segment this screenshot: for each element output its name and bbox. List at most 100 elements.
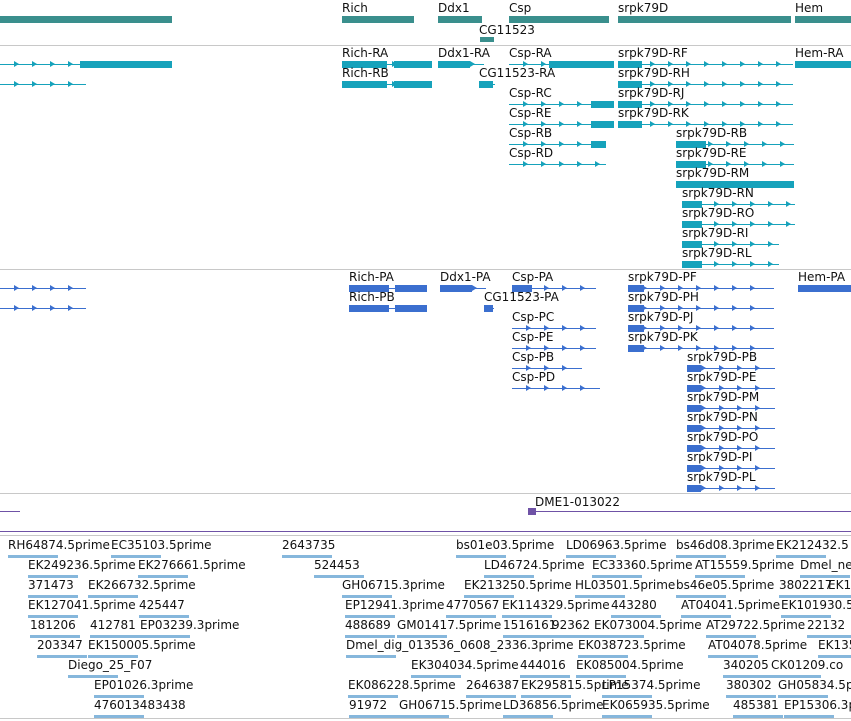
- protein-label[interactable]: Csp-PD: [512, 370, 556, 384]
- est-label[interactable]: EK213250.5prime: [464, 578, 572, 592]
- protein-model[interactable]: [484, 305, 494, 312]
- transcript-model[interactable]: [509, 101, 614, 108]
- protein-model[interactable]: [0, 285, 86, 292]
- protein-label[interactable]: Csp-PA: [512, 270, 554, 284]
- est-label[interactable]: 340205: [723, 658, 769, 672]
- est-label[interactable]: EK073004.5prime: [594, 618, 702, 632]
- est-bar[interactable]: [345, 615, 395, 618]
- est-label[interactable]: EP01026.3prime: [94, 678, 194, 692]
- est-bar[interactable]: [111, 555, 161, 558]
- protein-model[interactable]: [687, 485, 775, 492]
- protein-label[interactable]: srpk79D-PO: [687, 430, 759, 444]
- transcript-model[interactable]: [682, 261, 779, 268]
- est-bar[interactable]: [776, 555, 826, 558]
- transcript-label[interactable]: srpk79D-RN: [682, 186, 754, 200]
- protein-model[interactable]: [440, 285, 486, 292]
- protein-model[interactable]: [349, 305, 427, 312]
- est-bar[interactable]: [552, 635, 602, 638]
- transcript-label[interactable]: CG11523-RA: [479, 66, 556, 80]
- est-bar[interactable]: [784, 715, 834, 718]
- protein-model[interactable]: [512, 285, 596, 292]
- est-label[interactable]: 371473: [28, 578, 74, 592]
- protein-label[interactable]: srpk79D-PK: [628, 330, 698, 344]
- est-label[interactable]: EK295815.5prime: [521, 678, 629, 692]
- est-bar[interactable]: [781, 615, 831, 618]
- est-bar[interactable]: [446, 615, 496, 618]
- transcript-label[interactable]: Csp-RD: [509, 146, 554, 160]
- est-label[interactable]: 488689: [345, 618, 391, 632]
- protein-model[interactable]: [687, 445, 775, 452]
- est-bar[interactable]: [68, 675, 118, 678]
- protein-label[interactable]: Hem-PA: [798, 270, 846, 284]
- est-bar[interactable]: [399, 715, 449, 718]
- transcript-label[interactable]: srpk79D-RL: [682, 246, 752, 260]
- est-label[interactable]: EK127041.5prime: [28, 598, 136, 612]
- protein-label[interactable]: CG11523-PA: [484, 290, 559, 304]
- est-label[interactable]: HL03501.5prime: [575, 578, 676, 592]
- transcript-model[interactable]: [509, 121, 614, 128]
- protein-model[interactable]: [798, 285, 851, 292]
- protein-label[interactable]: Csp-PE: [512, 330, 554, 344]
- gene-bar[interactable]: [342, 16, 414, 23]
- gene-label[interactable]: Csp: [509, 1, 532, 15]
- est-bar[interactable]: [314, 575, 364, 578]
- transcript-model[interactable]: [682, 221, 795, 228]
- est-label[interactable]: EC33360.5prime: [592, 558, 693, 572]
- est-label[interactable]: EK276661.5prime: [138, 558, 246, 572]
- transcript-label[interactable]: srpk79D-RH: [618, 66, 690, 80]
- gene-bar[interactable]: [795, 16, 851, 23]
- repeat-line[interactable]: [0, 531, 851, 532]
- est-label[interactable]: 524453: [314, 558, 360, 572]
- transcript-model[interactable]: [342, 61, 432, 68]
- est-bar[interactable]: [726, 695, 776, 698]
- est-bar[interactable]: [592, 575, 642, 578]
- est-bar[interactable]: [138, 575, 188, 578]
- protein-label[interactable]: srpk79D-PM: [687, 390, 760, 404]
- est-bar[interactable]: [345, 635, 395, 638]
- est-bar[interactable]: [771, 675, 821, 678]
- est-label[interactable]: GH05834.5p: [778, 678, 851, 692]
- transcript-label[interactable]: Csp-RA: [509, 46, 552, 60]
- est-label[interactable]: GH06715.5prime: [399, 698, 502, 712]
- est-label[interactable]: Dmel_dig_013536_0608_2336.3prime: [346, 638, 574, 652]
- protein-model[interactable]: [687, 405, 775, 412]
- gene-bar[interactable]: [0, 16, 172, 23]
- est-bar[interactable]: [397, 635, 447, 638]
- transcript-model[interactable]: [618, 101, 793, 108]
- est-bar[interactable]: [575, 595, 625, 598]
- est-bar[interactable]: [88, 595, 138, 598]
- est-bar[interactable]: [576, 675, 626, 678]
- protein-model[interactable]: [512, 385, 600, 392]
- protein-model[interactable]: [628, 325, 774, 332]
- est-bar[interactable]: [676, 595, 726, 598]
- est-label[interactable]: EK065935.5prime: [602, 698, 710, 712]
- protein-model[interactable]: [349, 285, 427, 292]
- protein-model[interactable]: [687, 425, 775, 432]
- est-label[interactable]: EK304034.5prime: [411, 658, 519, 672]
- transcript-label[interactable]: Ddx1-RA: [438, 46, 490, 60]
- est-bar[interactable]: [681, 615, 731, 618]
- est-bar[interactable]: [139, 615, 189, 618]
- gene-bar[interactable]: [618, 16, 791, 23]
- est-bar[interactable]: [828, 595, 851, 598]
- est-label[interactable]: AT15559.5prime: [695, 558, 795, 572]
- protein-model[interactable]: [687, 385, 775, 392]
- est-label[interactable]: CK01209.co: [771, 658, 844, 672]
- est-label[interactable]: 3802217: [779, 578, 833, 592]
- repeat-line[interactable]: [0, 511, 20, 512]
- est-label[interactable]: EK266732.5prime: [88, 578, 196, 592]
- est-label[interactable]: EC35103.5prime: [111, 538, 212, 552]
- repeat-block[interactable]: [528, 508, 536, 515]
- protein-label[interactable]: srpk79D-PH: [628, 290, 699, 304]
- est-label[interactable]: GH06715.3prime: [342, 578, 445, 592]
- est-bar[interactable]: [594, 635, 644, 638]
- gene-label[interactable]: srpk79D: [618, 1, 669, 15]
- est-label[interactable]: EK135: [818, 638, 851, 652]
- est-bar[interactable]: [807, 635, 851, 638]
- est-label[interactable]: bs46d08.3prime: [676, 538, 775, 552]
- protein-model[interactable]: [628, 345, 774, 352]
- est-label[interactable]: EK038723.5prime: [578, 638, 686, 652]
- transcript-model[interactable]: [618, 121, 793, 128]
- transcript-model[interactable]: [618, 81, 793, 88]
- est-bar[interactable]: [502, 615, 552, 618]
